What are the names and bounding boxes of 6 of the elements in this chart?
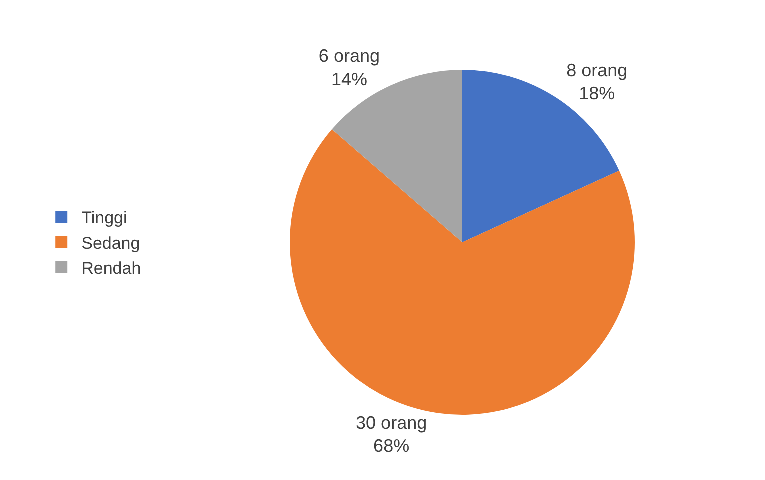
data-label: 8 orang 18% xyxy=(566,60,628,104)
legend-label: Sedang xyxy=(82,234,140,253)
legend-label: Rendah xyxy=(82,258,142,278)
data-label: 6 orang 14% xyxy=(318,46,380,90)
data-label: 30 orang 68% xyxy=(356,412,428,456)
legend-label: Tinggi xyxy=(82,208,128,228)
